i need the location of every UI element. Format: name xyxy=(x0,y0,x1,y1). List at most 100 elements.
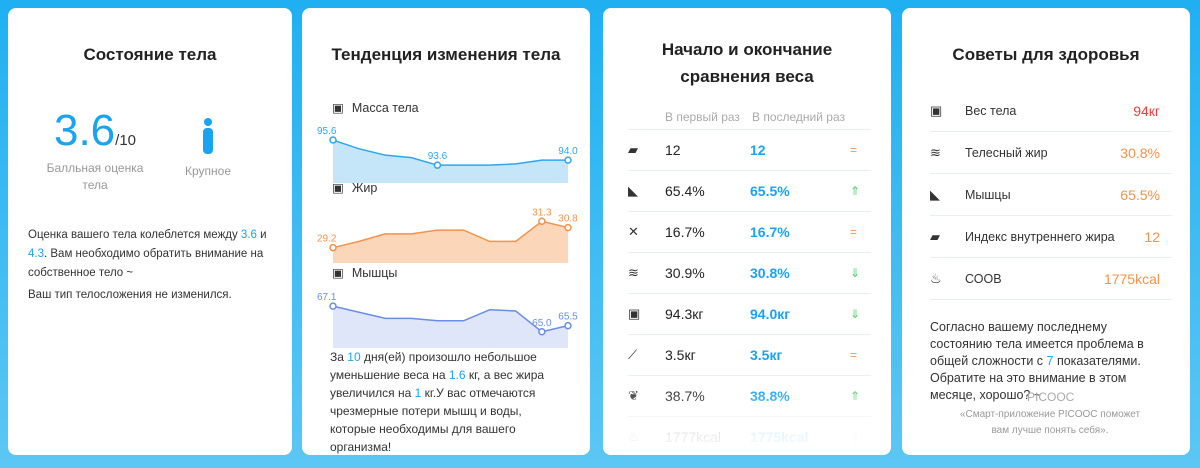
series-area xyxy=(333,221,568,263)
data-point xyxy=(329,302,337,310)
data-label: 31.3 xyxy=(532,207,552,218)
last-value: 30.8% xyxy=(750,265,790,281)
data-label: 93.6 xyxy=(428,151,448,162)
trend-summary: За 10 дня(ей) произошло небольшое уменьш… xyxy=(330,350,545,454)
comparison-row: ⟋ 3.5кг 3.5кг = xyxy=(628,335,871,376)
liver-icon: ▰ xyxy=(628,142,638,157)
comparison-row: ▰ 12 12 = xyxy=(628,130,871,171)
liver-icon: ▰ xyxy=(930,228,940,244)
col-first: В первый раз xyxy=(665,110,740,124)
card-title: Начало и окончание сравнения веса xyxy=(661,40,833,86)
tip-label: Вес тела xyxy=(965,103,1017,118)
tip-value: 94кг xyxy=(1133,102,1160,119)
trend-icon: ⇓ xyxy=(850,307,861,321)
comparison-row: ≋ 30.9% 30.8% ⇓ xyxy=(628,253,871,294)
first-value: 3.5кг xyxy=(665,347,696,363)
data-label: 95.6 xyxy=(317,126,337,137)
trend-chart: 67.1 65.0 65.5 xyxy=(317,292,578,348)
body-state-card: Состояние тела 3.6/10 Балльная оценка те… xyxy=(8,8,292,455)
data-point xyxy=(564,321,572,330)
last-value: 94.0кг xyxy=(750,306,791,322)
bone-icon: ⟋ xyxy=(628,347,638,362)
tip-label: СООВ xyxy=(965,271,1002,286)
body-figure-icon xyxy=(203,118,213,154)
data-label: 94.0 xyxy=(558,146,578,157)
first-value: 30.9% xyxy=(665,265,705,281)
tip-label: Телесный жир xyxy=(965,145,1048,160)
trend-chart: 29.2 31.3 30.8 xyxy=(317,207,578,263)
footer-text: «Смарт-приложение PICOOC поможет вам луч… xyxy=(959,409,1141,436)
picooc-watermark: PICOOC xyxy=(1027,390,1075,404)
weight-comparison-card: Начало и окончание сравнения веса В перв… xyxy=(603,8,891,455)
tip-label: Мышцы xyxy=(965,187,1011,202)
trend-icon: ⇑ xyxy=(850,184,861,198)
chart-title: ▣ Масса тела xyxy=(332,101,419,115)
data-point xyxy=(433,161,442,169)
card-title: Советы для здоровья xyxy=(952,45,1140,64)
score-label: Балльная оценка тела xyxy=(46,161,144,192)
body-type: Крупное xyxy=(184,164,231,178)
series-area xyxy=(333,306,568,348)
data-point xyxy=(538,217,546,226)
comparison-row: ◣ 65.4% 65.5% ⇑ xyxy=(628,171,871,212)
dna-icon: ✕ xyxy=(628,224,639,239)
tip-value: 65.5% xyxy=(1120,186,1160,203)
last-value: 12 xyxy=(750,142,766,158)
data-label: 67.1 xyxy=(317,292,337,303)
chart-icon: ▣ xyxy=(332,266,344,280)
chart-icon: ▣ xyxy=(332,101,344,115)
data-label: 29.2 xyxy=(317,234,337,245)
trend-icon: = xyxy=(850,225,858,239)
fat-icon: ≋ xyxy=(930,144,941,160)
health-tips-card: Советы для здоровья ▣ Вес тела 94кг ≋ Телесн… xyxy=(902,8,1190,455)
chart-icon: ▣ xyxy=(332,181,344,195)
card-title: Тенденция изменения тела xyxy=(331,45,561,64)
last-value: 16.7% xyxy=(750,224,790,240)
data-label: 30.8 xyxy=(558,214,578,225)
tip-row: ≋ Телесный жир 30.8% xyxy=(930,132,1172,174)
data-label: 65.0 xyxy=(532,318,552,329)
trend-icon: = xyxy=(850,348,858,362)
weight-icon: ▣ xyxy=(930,102,943,118)
muscle-icon: ◣ xyxy=(930,186,940,202)
data-point xyxy=(538,328,546,336)
score-max: /10 xyxy=(115,132,137,149)
first-value: 16.7% xyxy=(665,224,705,240)
tip-row: ◣ Мышцы 65.5% xyxy=(930,174,1172,216)
data-point xyxy=(564,156,572,164)
tip-value: 12 xyxy=(1144,228,1160,245)
chart-title: ▣ Мышцы xyxy=(332,266,398,280)
tip-value: 1775kcal xyxy=(1103,270,1160,287)
last-value: 65.5% xyxy=(750,183,790,199)
chart-title: ▣ Жир xyxy=(332,181,378,195)
tip-value: 30.8% xyxy=(1120,144,1160,161)
tip-row: ♨ СООВ 1775kcal xyxy=(930,258,1172,300)
tip-row: ▣ Вес тела 94кг xyxy=(930,90,1172,132)
tip-row: ▰ Индекс внутреннего жира 12 xyxy=(930,216,1172,258)
series-line xyxy=(332,139,568,166)
data-point xyxy=(329,136,337,144)
series-line xyxy=(332,220,569,249)
flame-icon: ♨ xyxy=(930,270,942,286)
card-title: Состояние тела xyxy=(83,45,217,64)
trend-icon: = xyxy=(850,143,858,157)
body-trend-card: Тенденция изменения тела ▣ Масса тела 95.6… xyxy=(302,8,590,455)
series-area xyxy=(333,140,568,183)
score-range-text: Оценка вашего тела колеблется между 3.6 … xyxy=(28,229,267,279)
tip-label: Индекс внутреннего жира xyxy=(965,229,1115,244)
last-value: 3.5кг xyxy=(750,347,783,363)
comparison-row: ▣ 94.3кг 94.0кг ⇓ xyxy=(628,294,871,335)
body-type-text: Ваш тип телосложения не изменился. xyxy=(28,289,232,301)
trend-icon: ⇓ xyxy=(850,266,861,280)
fat-icon: ≋ xyxy=(628,265,639,280)
first-value: 12 xyxy=(665,142,681,158)
advice-text: Согласно вашему последнему состоянию тел… xyxy=(930,320,1144,402)
weight-icon: ▣ xyxy=(628,306,641,321)
trend-chart: 95.6 93.6 94.0 xyxy=(317,126,578,183)
data-label: 65.5 xyxy=(558,312,578,323)
data-point xyxy=(329,243,337,252)
col-last: В последний раз xyxy=(752,110,846,124)
series-line xyxy=(332,305,569,333)
data-point xyxy=(564,223,572,232)
first-value: 65.4% xyxy=(665,183,705,199)
